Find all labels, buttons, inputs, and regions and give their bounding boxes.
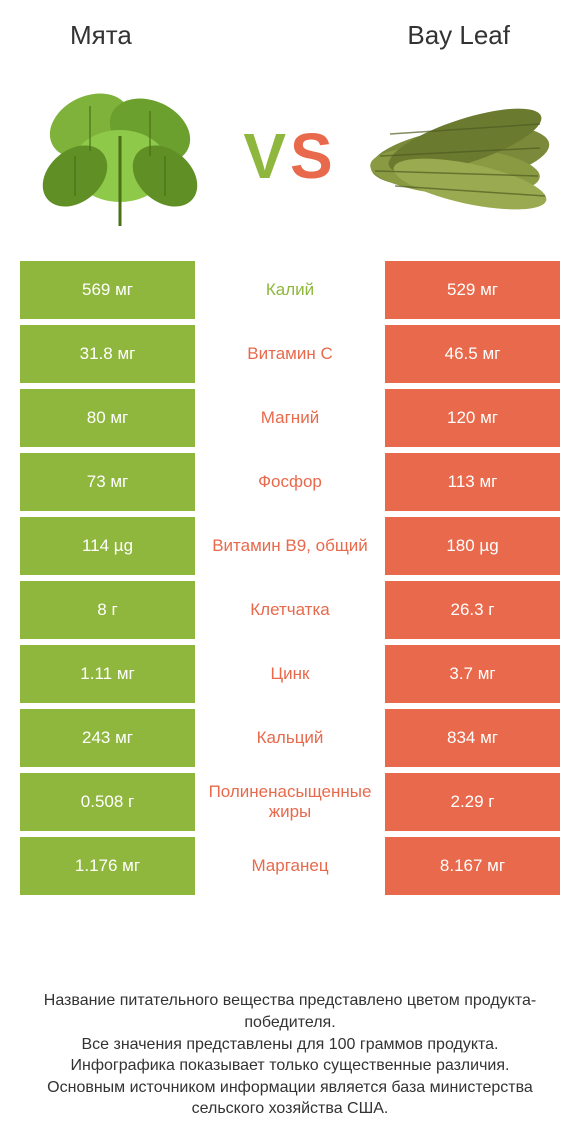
- left-product-title: Мята: [70, 20, 132, 51]
- footer-notes: Название питательного вещества представл…: [0, 970, 580, 1144]
- footer-line-1: Название питательного вещества представл…: [20, 990, 560, 1033]
- nutrient-label: Марганец: [195, 837, 385, 895]
- table-row: 569 мгКалий529 мг: [20, 261, 560, 319]
- table-row: 8 гКлетчатка26.3 г: [20, 581, 560, 639]
- vs-s-letter: S: [290, 120, 337, 192]
- table-row: 73 мгФосфор113 мг: [20, 453, 560, 511]
- nutrient-label: Кальций: [195, 709, 385, 767]
- right-value-cell: 2.29 г: [385, 773, 560, 831]
- left-value-cell: 569 мг: [20, 261, 195, 319]
- left-value-cell: 1.176 мг: [20, 837, 195, 895]
- table-row: 243 мгКальций834 мг: [20, 709, 560, 767]
- vs-v-letter: V: [243, 120, 290, 192]
- left-value-cell: 80 мг: [20, 389, 195, 447]
- vs-label: VS: [243, 119, 336, 193]
- left-value-cell: 73 мг: [20, 453, 195, 511]
- footer-line-2: Все значения представлены для 100 граммо…: [20, 1034, 560, 1056]
- images-row: VS: [0, 61, 580, 261]
- table-row: 1.176 мгМарганец8.167 мг: [20, 837, 560, 895]
- nutrient-label: Витамин C: [195, 325, 385, 383]
- left-value-cell: 243 мг: [20, 709, 195, 767]
- table-row: 31.8 мгВитамин C46.5 мг: [20, 325, 560, 383]
- comparison-table: 569 мгКалий529 мг 31.8 мгВитамин C46.5 мг…: [0, 261, 580, 970]
- right-product-title: Bay Leaf: [407, 20, 510, 51]
- table-row: 80 мгМагний120 мг: [20, 389, 560, 447]
- right-value-cell: 120 мг: [385, 389, 560, 447]
- right-value-cell: 529 мг: [385, 261, 560, 319]
- mint-leaf-icon: [20, 76, 220, 236]
- right-value-cell: 834 мг: [385, 709, 560, 767]
- infographic-container: Мята Bay Leaf VS: [0, 0, 580, 1144]
- nutrient-label: Фосфор: [195, 453, 385, 511]
- right-value-cell: 26.3 г: [385, 581, 560, 639]
- footer-line-3: Инфографика показывает только существенн…: [20, 1055, 560, 1077]
- nutrient-label: Цинк: [195, 645, 385, 703]
- nutrient-label: Клетчатка: [195, 581, 385, 639]
- right-value-cell: 113 мг: [385, 453, 560, 511]
- table-row: 1.11 мгЦинк3.7 мг: [20, 645, 560, 703]
- left-value-cell: 0.508 г: [20, 773, 195, 831]
- table-row: 114 µgВитамин B9, общий180 µg: [20, 517, 560, 575]
- nutrient-label: Магний: [195, 389, 385, 447]
- nutrient-label: Калий: [195, 261, 385, 319]
- right-value-cell: 46.5 мг: [385, 325, 560, 383]
- bay-leaf-icon: [360, 76, 560, 236]
- left-value-cell: 114 µg: [20, 517, 195, 575]
- header-row: Мята Bay Leaf: [0, 0, 580, 61]
- nutrient-label: Витамин B9, общий: [195, 517, 385, 575]
- right-value-cell: 180 µg: [385, 517, 560, 575]
- table-row: 0.508 гПолиненасыщенные жиры2.29 г: [20, 773, 560, 831]
- left-value-cell: 8 г: [20, 581, 195, 639]
- left-value-cell: 31.8 мг: [20, 325, 195, 383]
- left-value-cell: 1.11 мг: [20, 645, 195, 703]
- nutrient-label: Полиненасыщенные жиры: [195, 773, 385, 831]
- footer-line-4: Основным источником информации является …: [20, 1077, 560, 1120]
- right-value-cell: 8.167 мг: [385, 837, 560, 895]
- right-value-cell: 3.7 мг: [385, 645, 560, 703]
